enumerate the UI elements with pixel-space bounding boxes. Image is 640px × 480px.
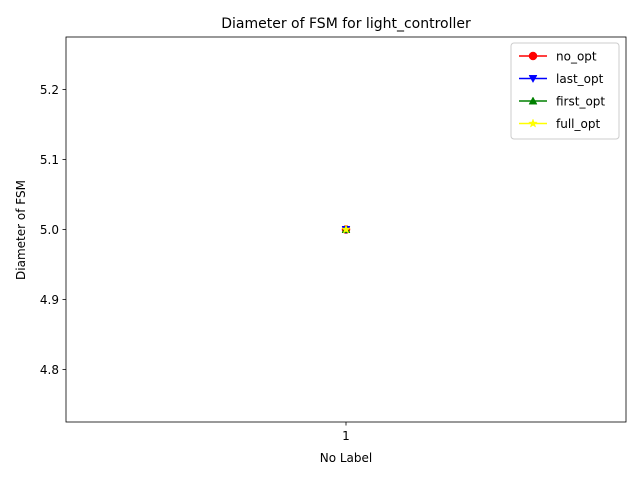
legend-label: no_opt	[556, 50, 597, 64]
legend-item: full_opt	[519, 117, 600, 131]
legend: no_opt last_opt first_opt full_opt	[510, 42, 620, 140]
legend-item: first_opt	[519, 95, 605, 109]
y-tick-label: 5.2	[40, 83, 59, 97]
data-point	[341, 224, 351, 234]
x-axis: 1	[342, 422, 350, 443]
y-axis-label: Diameter of FSM	[14, 180, 28, 280]
legend-marker	[528, 51, 538, 61]
x-tick-label: 1	[342, 429, 350, 443]
legend-box	[510, 42, 620, 140]
legend-item: last_opt	[519, 72, 604, 86]
legend-label: last_opt	[556, 72, 604, 86]
legend-marker	[528, 75, 538, 84]
y-axis: 4.8 4.9 5.0 5.1 5.2	[40, 83, 66, 377]
y-tick-label: 4.8	[40, 363, 59, 377]
legend-marker	[528, 118, 538, 128]
legend-item: no_opt	[519, 50, 597, 64]
series-full_opt	[341, 224, 351, 234]
y-tick-label: 4.9	[40, 293, 59, 307]
legend-label: full_opt	[556, 117, 600, 131]
series-layer	[341, 224, 351, 235]
chart-title: Diameter of FSM for light_controller	[221, 16, 471, 32]
legend-label: first_opt	[556, 95, 605, 109]
y-tick-label: 5.1	[40, 153, 59, 167]
x-axis-label: No Label	[320, 451, 373, 465]
legend-marker	[528, 96, 538, 105]
y-tick-label: 5.0	[40, 223, 59, 237]
